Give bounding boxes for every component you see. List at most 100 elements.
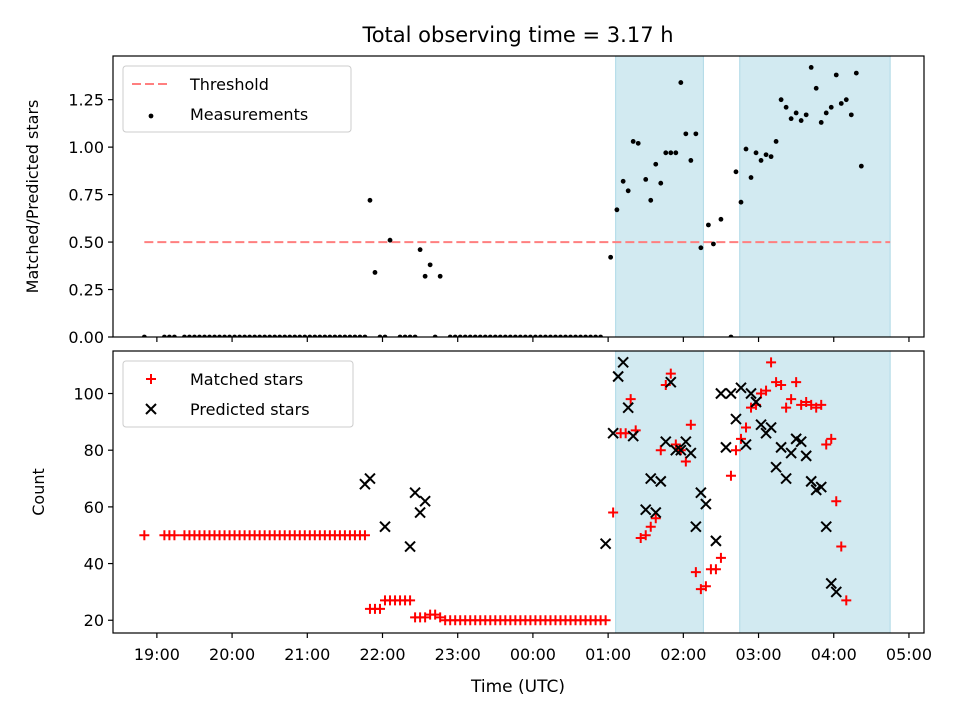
measurement-point — [773, 139, 779, 144]
plot-area — [139, 351, 891, 633]
predicted-star-point — [765, 421, 777, 434]
matched-star-point — [640, 530, 651, 541]
measurement-point — [718, 216, 724, 222]
y-tick-label: 0.25 — [68, 281, 104, 300]
matched-star-point — [781, 402, 792, 413]
axes-frame — [112, 350, 925, 634]
measurement-point — [818, 120, 824, 125]
matched-star-point — [776, 380, 787, 391]
measurement-point — [753, 150, 759, 156]
predicted-star-point — [750, 396, 762, 408]
matched-star-point — [374, 603, 385, 614]
y-tick-label: 0.50 — [68, 233, 104, 252]
measurement-point — [437, 273, 443, 279]
bottom-panel: 20 40 60 80 100 19:00 20:00 21:00 22:00 23:00 00:0… — [29, 350, 932, 664]
measurement-point — [788, 116, 794, 122]
matched-star-point — [725, 470, 736, 481]
measurement-point — [738, 199, 744, 205]
measurement-point — [848, 112, 854, 118]
predicted-star-point — [710, 535, 722, 547]
matched-star-point — [796, 399, 807, 410]
measurement-point — [783, 104, 789, 110]
matched-star-point — [608, 507, 619, 518]
x-tick-label: 00:00 — [510, 645, 556, 664]
y-tick-label: 1.00 — [68, 138, 104, 157]
predicted-star-point — [675, 444, 687, 456]
predicted-star-point — [627, 430, 639, 442]
x-tick-label: 21:00 — [284, 645, 330, 664]
matched-star-point — [685, 419, 696, 430]
measurement-point — [838, 101, 844, 106]
predicted-star-point — [785, 447, 797, 459]
measurement-point — [733, 169, 739, 175]
predicted-star-point — [379, 521, 391, 533]
matched-star-point — [836, 541, 847, 552]
series-matched-stars — [139, 357, 852, 626]
measurement-point — [858, 163, 864, 169]
predicted-star-point — [830, 586, 842, 598]
measurement-point — [648, 197, 654, 203]
matched-star-point — [405, 595, 416, 606]
x-tick-label: 04:00 — [811, 645, 857, 664]
y-axis-label: Matched/Predicted stars — [23, 100, 42, 294]
matched-star-point — [735, 433, 746, 444]
predicted-star-point — [650, 506, 662, 519]
matched-star-point — [435, 612, 446, 623]
predicted-star-point — [735, 382, 747, 394]
measurement-point — [663, 150, 669, 156]
legend-entry-label: Matched stars — [190, 370, 303, 389]
y-tick-label: 20 — [84, 611, 104, 630]
measurement-point — [843, 97, 849, 103]
measurement-point — [643, 177, 649, 182]
predicted-star-point — [640, 504, 652, 516]
predicted-star-point — [770, 461, 782, 473]
y-tick-label: 0.75 — [68, 186, 104, 205]
matched-star-point — [746, 402, 757, 413]
predicted-star-point — [670, 444, 682, 456]
x-tick-label: 19:00 — [134, 645, 180, 664]
measurement-point — [608, 254, 614, 260]
matched-star-point — [811, 402, 822, 413]
top-panel: 0.00 0.25 0.50 0.75 1.00 1.25 Matched/Predicte… — [23, 55, 925, 347]
measurement-point — [387, 237, 393, 243]
measurement-point — [706, 222, 711, 228]
matched-star-point — [420, 612, 431, 623]
measurement-point — [813, 85, 819, 91]
x-tick-label: 01:00 — [585, 645, 631, 664]
measurement-point — [673, 150, 679, 156]
measurement-point — [688, 158, 694, 163]
predicted-star-point — [805, 475, 817, 488]
predicted-star-point — [740, 438, 752, 451]
y-tick-label: 0.00 — [68, 328, 104, 347]
y-tick-label: 80 — [84, 441, 104, 460]
predicted-star-point — [665, 376, 677, 388]
x-tick-label: 02:00 — [660, 645, 706, 664]
measurement-point — [630, 139, 636, 144]
predicted-star-point — [690, 521, 702, 533]
predicted-star-point — [414, 506, 426, 519]
matched-star-point — [771, 377, 782, 388]
predicted-star-point — [725, 387, 737, 400]
y-tick-label: 100 — [73, 385, 104, 404]
matched-star-point — [139, 530, 150, 541]
measurement-point — [658, 180, 664, 186]
measurement-point — [803, 112, 809, 118]
x-tick-label: 22:00 — [359, 645, 405, 664]
predicted-star-point — [617, 356, 629, 369]
predicted-star-point — [820, 521, 832, 533]
measurement-point — [683, 131, 689, 137]
predicted-star-point — [364, 472, 376, 485]
legend-box — [122, 65, 352, 133]
measurement-point — [678, 80, 684, 85]
measurement-point — [698, 245, 704, 251]
matched-star-point — [600, 615, 611, 626]
matched-star-point — [806, 399, 817, 410]
y-axis-label: Count — [29, 468, 48, 516]
predicted-star-point — [825, 577, 837, 590]
measurement-point — [653, 161, 659, 167]
legend-entry-label: Measurements — [190, 105, 308, 124]
predicted-star-point — [795, 435, 807, 448]
axes-frame — [112, 55, 925, 338]
predicted-star-point — [755, 418, 767, 431]
